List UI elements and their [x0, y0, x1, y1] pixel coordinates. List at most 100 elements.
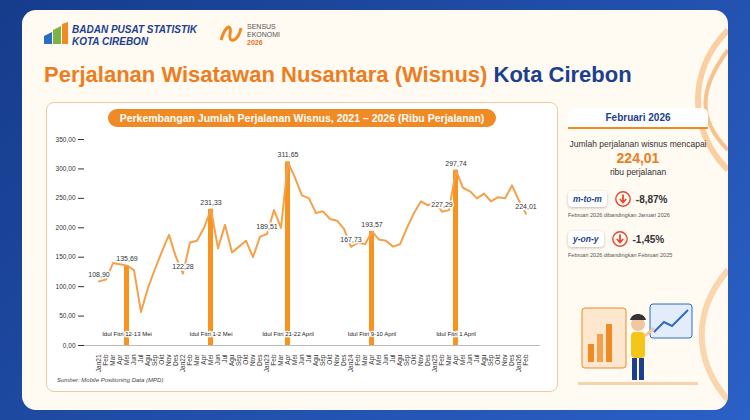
svg-text:Jul: Jul [221, 354, 228, 363]
svg-text:Des: Des [508, 354, 515, 366]
svg-text:50,00: 50,00 [59, 312, 76, 319]
svg-text:Okt: Okt [494, 354, 501, 364]
svg-text:Idul Fitri 1 April: Idul Fitri 1 April [436, 331, 476, 337]
svg-text:Sep: Sep [235, 354, 243, 367]
svg-text:297,74: 297,74 [445, 159, 467, 166]
svg-text:Des: Des [340, 354, 347, 366]
svg-text:Apr: Apr [284, 354, 292, 365]
svg-text:Jan25: Jan25 [431, 354, 438, 372]
svg-text:Jul: Jul [473, 354, 480, 363]
svg-text:135,69: 135,69 [116, 255, 138, 262]
svg-text:Feb: Feb [522, 354, 529, 366]
svg-text:300,00: 300,00 [56, 165, 76, 172]
html-text:-8,87%: -8,87% [635, 193, 668, 205]
svg-text:Apr: Apr [452, 354, 460, 365]
svg-text:100,00: 100,00 [56, 283, 76, 290]
svg-text:Nov: Nov [333, 354, 340, 366]
svg-text:200,00: 200,00 [56, 224, 76, 231]
svg-text:Jul: Jul [137, 354, 144, 363]
svg-text:Nov: Nov [165, 354, 172, 366]
svg-text:Jan22: Jan22 [179, 354, 186, 372]
svg-text:Apr: Apr [368, 354, 376, 365]
svg-text:Agu: Agu [228, 354, 236, 367]
html-text:BADAN PUSAT STATISTIK: BADAN PUSAT STATISTIK [72, 24, 197, 35]
html-text:Jumlah perjalanan wisnus menca: Jumlah perjalanan wisnus mencapai [569, 139, 707, 149]
svg-text:Okt: Okt [242, 354, 249, 364]
svg-text:Okt: Okt [326, 354, 333, 364]
svg-text:108,90: 108,90 [88, 271, 110, 278]
svg-text:Sep: Sep [151, 354, 159, 367]
html-text:y-on-y: y-on-y [573, 234, 599, 244]
html-text:EKONOMI: EKONOMI [247, 31, 281, 38]
svg-text:Nov: Nov [417, 354, 424, 366]
svg-text:Sep: Sep [319, 354, 327, 367]
svg-text:Sep: Sep [487, 354, 495, 367]
svg-text:Apr: Apr [200, 354, 208, 365]
svg-text:Jul: Jul [305, 354, 312, 363]
svg-text:Jul: Jul [389, 354, 396, 363]
svg-text:122,28: 122,28 [172, 263, 194, 270]
svg-text:Mar: Mar [361, 354, 368, 366]
html-text:Perjalanan Wisatawan Nusantara: Perjalanan Wisatawan Nusantara (Wisnus) … [44, 62, 632, 87]
svg-text:Des: Des [172, 354, 179, 366]
html-text:ribu perjalanan: ribu perjalanan [609, 167, 667, 177]
svg-text:Mei: Mei [207, 355, 214, 365]
html-text:m-to-m: m-to-m [573, 194, 602, 204]
svg-text:Idul Fitri 9-10 April: Idul Fitri 9-10 April [348, 331, 396, 337]
svg-text:Mar: Mar [445, 354, 452, 366]
svg-text:Jun: Jun [214, 354, 221, 365]
svg-text:Feb: Feb [354, 354, 361, 366]
svg-text:Feb: Feb [186, 354, 193, 366]
svg-text:Mar: Mar [193, 354, 200, 366]
svg-text:Jan24: Jan24 [347, 354, 354, 372]
svg-text:Jun: Jun [466, 354, 473, 365]
html-text:Perkembangan Jumlah Perjalanan: Perkembangan Jumlah Perjalanan Wisnus, 2… [119, 112, 485, 124]
svg-text:227,29: 227,29 [431, 201, 453, 208]
svg-text:Mei: Mei [375, 355, 382, 365]
svg-text:150,00: 150,00 [56, 253, 76, 260]
svg-text:Mar: Mar [109, 354, 116, 366]
svg-text:231,33: 231,33 [200, 199, 222, 206]
html-text:224,01: 224,01 [616, 150, 660, 166]
svg-text:224,01: 224,01 [515, 203, 537, 210]
svg-text:189,51: 189,51 [256, 223, 278, 230]
svg-text:250,00: 250,00 [56, 194, 76, 201]
svg-text:350,00: 350,00 [56, 136, 76, 143]
svg-text:Jun: Jun [130, 354, 137, 365]
svg-text:Sep: Sep [403, 354, 411, 367]
svg-text:Jun: Jun [382, 354, 389, 365]
html-text:-1,45%: -1,45% [632, 233, 665, 245]
svg-text:Apr: Apr [116, 354, 124, 365]
html-text:SENSUS: SENSUS [247, 23, 276, 30]
svg-text:Agu: Agu [312, 354, 320, 367]
svg-text:Jan23: Jan23 [263, 354, 270, 372]
svg-text:Jan21: Jan21 [95, 354, 102, 372]
svg-text:Feb: Feb [102, 354, 109, 366]
svg-text:Feb: Feb [270, 354, 277, 366]
svg-text:0,00: 0,00 [63, 342, 76, 349]
html-text:Februari 2026: Februari 2026 [605, 112, 671, 123]
svg-text:Okt: Okt [158, 354, 165, 364]
svg-text:193,57: 193,57 [361, 221, 383, 228]
svg-text:Feb: Feb [438, 354, 445, 366]
svg-text:Mei: Mei [291, 355, 298, 365]
svg-text:Mei: Mei [123, 355, 130, 365]
svg-text:Des: Des [424, 354, 431, 366]
html-text:KOTA CIREBON: KOTA CIREBON [72, 36, 149, 47]
svg-text:Jun: Jun [298, 354, 305, 365]
svg-text:Okt: Okt [410, 354, 417, 364]
svg-text:167,73: 167,73 [340, 236, 362, 243]
svg-text:Des: Des [256, 354, 263, 366]
svg-text:Nov: Nov [249, 354, 256, 366]
svg-text:Nov: Nov [501, 354, 508, 366]
svg-text:Mar: Mar [277, 354, 284, 366]
svg-text:Idul Fitri 12-13 Mei: Idul Fitri 12-13 Mei [102, 331, 152, 337]
svg-text:Mei: Mei [459, 355, 466, 365]
svg-text:Agu: Agu [396, 354, 404, 367]
svg-text:Agu: Agu [480, 354, 488, 367]
svg-text:311,65: 311,65 [278, 151, 299, 158]
svg-text:Agu: Agu [144, 354, 152, 367]
svg-text:Jan26: Jan26 [515, 354, 522, 372]
svg-text:Idul Fitri 21-22 April: Idul Fitri 21-22 April [262, 331, 314, 337]
svg-text:Idul Fitri 1-2 Mei: Idul Fitri 1-2 Mei [189, 331, 232, 337]
